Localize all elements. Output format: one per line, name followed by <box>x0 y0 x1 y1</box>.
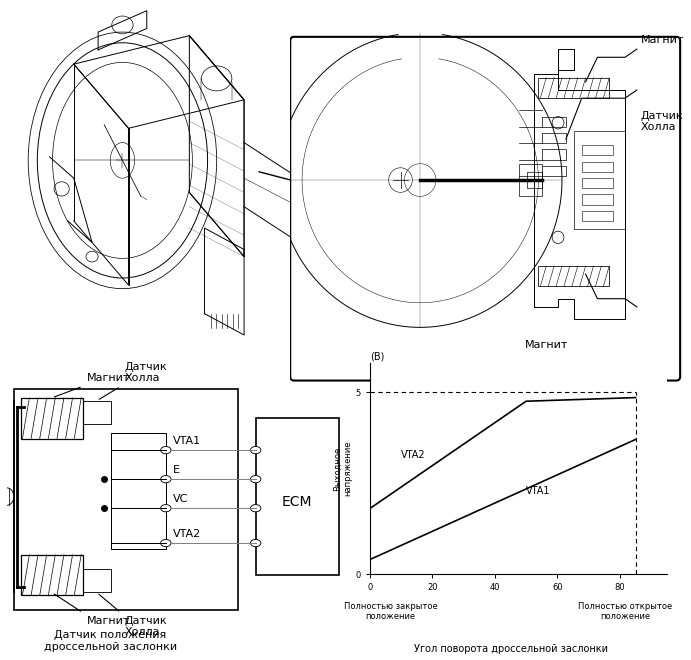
Bar <box>582 145 613 156</box>
Text: Датчик положения
дроссельной заслонки: Датчик положения дроссельной заслонки <box>44 630 177 652</box>
Bar <box>542 149 566 160</box>
Bar <box>542 117 566 127</box>
Bar <box>574 131 625 229</box>
Bar <box>542 166 566 176</box>
Y-axis label: Выходное
напряжение: Выходное напряжение <box>333 441 352 496</box>
Text: Угол поворота дроссельной заслонки: Угол поворота дроссельной заслонки <box>415 644 608 653</box>
Bar <box>582 162 613 172</box>
Text: VTA2: VTA2 <box>401 449 426 459</box>
Bar <box>582 194 613 205</box>
Ellipse shape <box>160 505 171 512</box>
Text: Магнит: Магнит <box>86 374 130 383</box>
Bar <box>83 569 111 593</box>
Bar <box>538 78 609 98</box>
Ellipse shape <box>160 446 171 454</box>
Text: VTA2: VTA2 <box>173 529 201 539</box>
Bar <box>538 266 609 286</box>
Ellipse shape <box>250 539 261 546</box>
Text: Магнит: Магнит <box>641 35 684 45</box>
Bar <box>542 133 566 143</box>
Text: Магнит: Магнит <box>524 340 568 350</box>
Bar <box>111 433 166 549</box>
Text: Полностью открытое
положение: Полностью открытое положение <box>578 602 672 621</box>
Text: Полностью закрытое
положение: Полностью закрытое положение <box>343 602 437 621</box>
Text: Датчик
Холла: Датчик Холла <box>124 362 167 383</box>
Text: E: E <box>173 465 180 475</box>
Bar <box>527 172 542 188</box>
Text: ECM: ECM <box>282 496 312 510</box>
Bar <box>14 389 238 610</box>
Ellipse shape <box>160 539 171 546</box>
Text: VTA1: VTA1 <box>526 486 551 496</box>
Ellipse shape <box>160 475 171 483</box>
Text: VTA1: VTA1 <box>173 436 201 446</box>
Text: VC: VC <box>173 494 188 504</box>
Ellipse shape <box>250 446 261 454</box>
FancyBboxPatch shape <box>290 37 680 381</box>
Text: Датчик
Холла: Датчик Холла <box>641 110 683 132</box>
Text: Магнит: Магнит <box>86 616 130 626</box>
Bar <box>256 418 339 575</box>
Bar <box>21 398 83 438</box>
Bar <box>582 211 613 221</box>
Text: Датчик
Холла: Датчик Холла <box>124 616 167 638</box>
Ellipse shape <box>250 505 261 512</box>
Bar <box>83 401 111 424</box>
Text: Датчик положения дроссельной заслонки: Датчик положения дроссельной заслонки <box>374 389 592 399</box>
Bar <box>582 178 613 188</box>
Bar <box>21 554 83 595</box>
Bar <box>519 164 542 197</box>
Text: (B): (B) <box>370 351 384 361</box>
Ellipse shape <box>250 475 261 483</box>
